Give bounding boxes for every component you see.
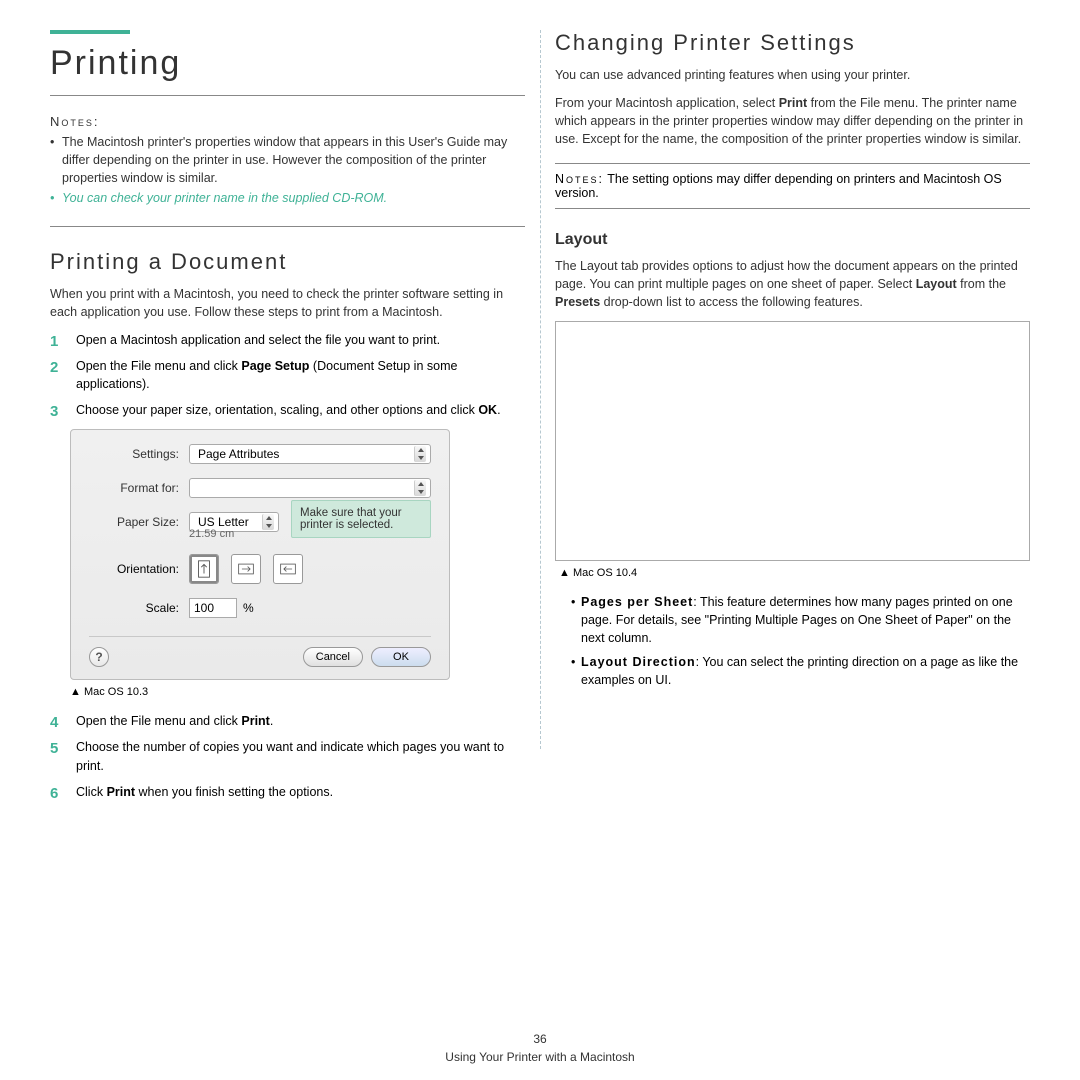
scale-unit: % bbox=[243, 601, 254, 615]
note-item: The Macintosh printer's properties windo… bbox=[50, 133, 525, 187]
left-column: Printing Notes: The Macintosh printer's … bbox=[50, 30, 525, 809]
notes-label: Notes: bbox=[50, 114, 525, 129]
orientation-portrait-button[interactable] bbox=[189, 554, 219, 584]
divider-line bbox=[50, 226, 525, 227]
layout-heading: Layout bbox=[555, 231, 1030, 249]
dropdown-arrows-icon bbox=[414, 446, 426, 462]
step-text: . bbox=[270, 714, 273, 728]
right-title: Changing Printer Settings bbox=[555, 30, 1030, 56]
step-text: . bbox=[497, 403, 500, 417]
format-select[interactable] bbox=[189, 478, 431, 498]
right-paragraph: From your Macintosh application, select … bbox=[555, 94, 1030, 148]
paper-dimensions: 21.59 cm bbox=[189, 528, 234, 540]
step-text: Choose the number of copies you want and… bbox=[76, 740, 504, 772]
step-item: 2 Open the File menu and click Page Setu… bbox=[50, 357, 525, 393]
orientation-label: Orientation: bbox=[89, 562, 179, 576]
portrait-icon bbox=[195, 559, 213, 579]
select-value: Page Attributes bbox=[198, 447, 279, 461]
intro-paragraph: When you print with a Macintosh, you nee… bbox=[50, 285, 525, 321]
notes-list: The Macintosh printer's properties windo… bbox=[50, 133, 525, 208]
step-label: OK bbox=[478, 403, 497, 417]
callout-hint: Make sure that your printer is selected. bbox=[291, 500, 431, 538]
section-title: Printing a Document bbox=[50, 249, 525, 275]
steps-list-top: 1 Open a Macintosh application and selec… bbox=[50, 331, 525, 420]
orientation-landscape-right-button[interactable] bbox=[273, 554, 303, 584]
chapter-title: Using Your Printer with a Macintosh bbox=[0, 1050, 1080, 1064]
ok-button[interactable]: OK bbox=[371, 647, 431, 667]
scale-label: Scale: bbox=[89, 601, 179, 615]
step-label: Page Setup bbox=[241, 359, 309, 373]
feature-item: Layout Direction: You can select the pri… bbox=[571, 653, 1030, 689]
step-number: 5 bbox=[50, 738, 58, 760]
page-number: 36 bbox=[0, 1032, 1080, 1046]
step-number: 2 bbox=[50, 357, 58, 379]
step-item: 4 Open the File menu and click Print. bbox=[50, 712, 525, 730]
right-paragraph: You can use advanced printing features w… bbox=[555, 66, 1030, 84]
step-item: 5 Choose the number of copies you want a… bbox=[50, 738, 525, 774]
features-list: Pages per Sheet: This feature determines… bbox=[555, 593, 1030, 690]
settings-select[interactable]: Page Attributes bbox=[189, 444, 431, 464]
page-footer: 36 Using Your Printer with a Macintosh bbox=[0, 1032, 1080, 1064]
dropdown-arrows-icon bbox=[414, 480, 426, 496]
step-number: 4 bbox=[50, 712, 58, 734]
scale-input[interactable] bbox=[189, 598, 237, 618]
notes-label: Notes: bbox=[555, 172, 604, 186]
notes-box: Notes: The setting options may differ de… bbox=[555, 163, 1030, 209]
format-label: Format for: bbox=[89, 481, 179, 495]
feature-name: Pages per Sheet bbox=[581, 595, 693, 609]
step-number: 6 bbox=[50, 783, 58, 805]
step-number: 1 bbox=[50, 331, 58, 353]
help-button[interactable]: ? bbox=[89, 647, 109, 667]
right-column: Changing Printer Settings You can use ad… bbox=[555, 30, 1030, 809]
layout-paragraph: The Layout tab provides options to adjus… bbox=[555, 257, 1030, 311]
step-number: 3 bbox=[50, 401, 58, 423]
step-text: Open the File menu and click bbox=[76, 359, 241, 373]
notes-text: The setting options may differ depending… bbox=[555, 172, 1002, 200]
print-label: Print bbox=[779, 96, 807, 110]
landscape-icon bbox=[237, 559, 255, 579]
steps-list-bottom: 4 Open the File menu and click Print. 5 … bbox=[50, 712, 525, 801]
dialog-separator bbox=[89, 636, 431, 637]
accent-bar bbox=[50, 30, 130, 34]
step-text: Open the File menu and click bbox=[76, 714, 241, 728]
feature-item: Pages per Sheet: This feature determines… bbox=[571, 593, 1030, 647]
feature-name: Layout Direction bbox=[581, 655, 696, 669]
step-item: 1 Open a Macintosh application and selec… bbox=[50, 331, 525, 349]
step-text: Open a Macintosh application and select … bbox=[76, 333, 440, 347]
main-title: Printing bbox=[50, 44, 525, 96]
note-item: You can check your printer name in the s… bbox=[50, 189, 525, 207]
help-icon: ? bbox=[95, 650, 102, 664]
landscape-flip-icon bbox=[279, 559, 297, 579]
dialog-caption: Mac OS 10.3 bbox=[70, 686, 525, 698]
layout-screenshot-placeholder bbox=[555, 321, 1030, 561]
step-label: Print bbox=[241, 714, 269, 728]
step-label: Print bbox=[107, 785, 135, 799]
orientation-landscape-left-button[interactable] bbox=[231, 554, 261, 584]
step-text: when you finish setting the options. bbox=[135, 785, 333, 799]
step-text: Choose your paper size, orientation, sca… bbox=[76, 403, 478, 417]
settings-label: Settings: bbox=[89, 447, 179, 461]
step-text: Click bbox=[76, 785, 107, 799]
step-item: 3 Choose your paper size, orientation, s… bbox=[50, 401, 525, 419]
step-item: 6 Click Print when you finish setting th… bbox=[50, 783, 525, 801]
paper-label: Paper Size: bbox=[89, 515, 179, 529]
page-setup-dialog: Settings: Page Attributes Format for: Pa… bbox=[70, 429, 450, 680]
select-value: US Letter bbox=[198, 515, 249, 529]
cancel-button[interactable]: Cancel bbox=[303, 647, 363, 667]
dropdown-arrows-icon bbox=[262, 514, 274, 530]
layout-caption: Mac OS 10.4 bbox=[559, 567, 1030, 579]
